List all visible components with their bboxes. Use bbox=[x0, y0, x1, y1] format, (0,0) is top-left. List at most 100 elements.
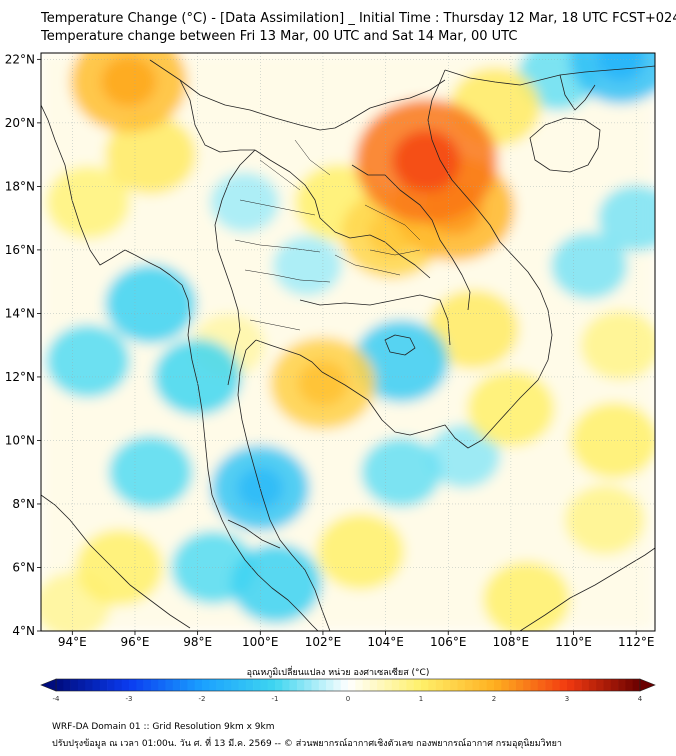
colorbar-segment bbox=[289, 679, 298, 691]
china-south-coast bbox=[444, 65, 655, 86]
lat-label: 10°N bbox=[5, 433, 35, 447]
myanmar-east-border bbox=[149, 59, 255, 153]
colorbar-segment bbox=[501, 679, 509, 691]
colorbar-segment bbox=[282, 679, 290, 691]
colorbar-segment bbox=[369, 679, 378, 691]
colorbar-segment bbox=[494, 679, 502, 691]
coastlines-and-borders bbox=[41, 59, 655, 631]
latitude-labels: 22°N 20°N 18°N 16°N 14°N 12°N 10°N 8°N 6°N 4°N bbox=[5, 52, 41, 638]
colorbar-segment bbox=[618, 679, 626, 691]
colorbar-segment bbox=[479, 679, 487, 691]
hainan-island bbox=[529, 117, 601, 173]
colorbar-segment bbox=[63, 679, 71, 691]
colorbar-segment bbox=[326, 679, 334, 691]
temperature-change-map: 22°N 20°N 18°N 16°N 14°N 12°N 10°N 8°N 6°N 4°N 94… bbox=[5, 52, 656, 649]
lat-label: 16°N bbox=[5, 243, 35, 257]
colorbar-segment bbox=[180, 679, 188, 691]
cool-anomaly bbox=[361, 437, 442, 508]
update-credit: ปรับปรุงข้อมูล ณ เวลา 01:00น. วัน ศ. ที่… bbox=[52, 739, 562, 749]
lat-label: 18°N bbox=[5, 179, 35, 193]
colorbar-tick-label: -3 bbox=[126, 695, 133, 703]
colorbar-segment bbox=[588, 679, 597, 691]
longitude-labels: 94°E 96°E 98°E 100°E 102°E 104°E 106°E 108°E 110… bbox=[58, 631, 655, 649]
colorbar-segment bbox=[625, 679, 633, 691]
warm-anomaly bbox=[564, 485, 645, 555]
temperature-field bbox=[41, 53, 655, 631]
colorbar-segment bbox=[406, 679, 414, 691]
colorbar-segment bbox=[450, 679, 458, 691]
cool-anomaly bbox=[210, 172, 280, 233]
colorbar-segment bbox=[136, 679, 144, 691]
colorbar-segment bbox=[129, 679, 137, 691]
colorbar-segment bbox=[355, 679, 363, 691]
colorbar-segment bbox=[85, 679, 93, 691]
lat-label: 20°N bbox=[5, 116, 35, 130]
warm-anomaly bbox=[570, 402, 655, 479]
colorbar-segment bbox=[238, 679, 247, 691]
colorbar-segment bbox=[603, 679, 612, 691]
colorbar-segment bbox=[537, 679, 546, 691]
colorbar-segment bbox=[296, 679, 305, 691]
laos-vietnam-border bbox=[351, 164, 471, 311]
colorbar-segment bbox=[92, 679, 101, 691]
colorbar-segment bbox=[318, 679, 327, 691]
colorbar-segment bbox=[523, 679, 531, 691]
lon-label: 110°E bbox=[555, 635, 592, 649]
colorbar-segment bbox=[567, 679, 575, 691]
lat-label: 12°N bbox=[5, 370, 35, 384]
colorbar-segment bbox=[267, 679, 276, 691]
cool-anomaly bbox=[551, 232, 628, 299]
colorbar-segment bbox=[596, 679, 604, 691]
colorbar-segment bbox=[99, 679, 108, 691]
cool-anomaly bbox=[353, 319, 449, 403]
colorbar-segment bbox=[194, 679, 203, 691]
colorbar: -4 -3 -2 -1 0 1 2 3 4 bbox=[40, 678, 656, 703]
colorbar-segment bbox=[435, 679, 444, 691]
colorbar-segment bbox=[559, 679, 568, 691]
colorbar-tick-label: 3 bbox=[565, 695, 569, 703]
warm-anomaly bbox=[482, 561, 571, 631]
colorbar-tick-label: -2 bbox=[199, 695, 206, 703]
colorbar-segment bbox=[362, 679, 371, 691]
province-lines bbox=[234, 139, 421, 331]
lon-label: 100°E bbox=[242, 635, 279, 649]
colorbar-segment bbox=[464, 679, 473, 691]
thailand-myanmar-border bbox=[214, 149, 256, 386]
colorbar-segment bbox=[348, 679, 356, 691]
colorbar-segment bbox=[442, 679, 451, 691]
thailand-cambodia-border bbox=[299, 294, 451, 346]
colorbar-segment bbox=[399, 679, 407, 691]
tonle-sap-lake bbox=[384, 334, 416, 356]
colorbar-segment bbox=[121, 679, 130, 691]
colorbar-segment bbox=[304, 679, 312, 691]
cool-anomaly-core bbox=[596, 53, 645, 82]
colorbar-segment bbox=[223, 679, 232, 691]
warm-anomaly bbox=[316, 513, 405, 590]
colorbar-segment bbox=[610, 679, 619, 691]
colorbar-segment bbox=[202, 679, 210, 691]
colorbar-segment bbox=[114, 679, 122, 691]
cool-anomaly bbox=[108, 435, 193, 509]
colorbar-segment bbox=[172, 679, 181, 691]
colorbar-segment bbox=[77, 679, 86, 691]
warm-anomaly bbox=[580, 310, 655, 380]
colorbar-segment bbox=[231, 679, 239, 691]
colorbar-segment bbox=[253, 679, 261, 691]
colorbar-segment bbox=[260, 679, 268, 691]
model-info: WRF-DA Domain 01 :: Grid Resolution 9km … bbox=[52, 722, 275, 732]
colorbar-segment bbox=[275, 679, 283, 691]
colorbar-segment bbox=[107, 679, 115, 691]
lon-label: 112°E bbox=[618, 635, 655, 649]
colorbar-segment bbox=[340, 679, 349, 691]
cool-anomaly bbox=[230, 543, 322, 623]
lat-label: 8°N bbox=[12, 497, 35, 511]
map-title-line1: Temperature Change (°C) - [Data Assimila… bbox=[41, 11, 676, 26]
cool-anomaly bbox=[598, 184, 655, 252]
colorbar-tick-label: -1 bbox=[272, 695, 279, 703]
colorbar-title: อุณหภูมิเปลี่ยนแปลง หน่วย องศาเซลเซียส (… bbox=[246, 668, 430, 678]
lat-label: 14°N bbox=[5, 306, 35, 320]
colorbar-tick-label: -4 bbox=[53, 695, 61, 703]
colorbar-segment bbox=[209, 679, 217, 691]
colorbar-tick-label: 0 bbox=[346, 695, 350, 703]
